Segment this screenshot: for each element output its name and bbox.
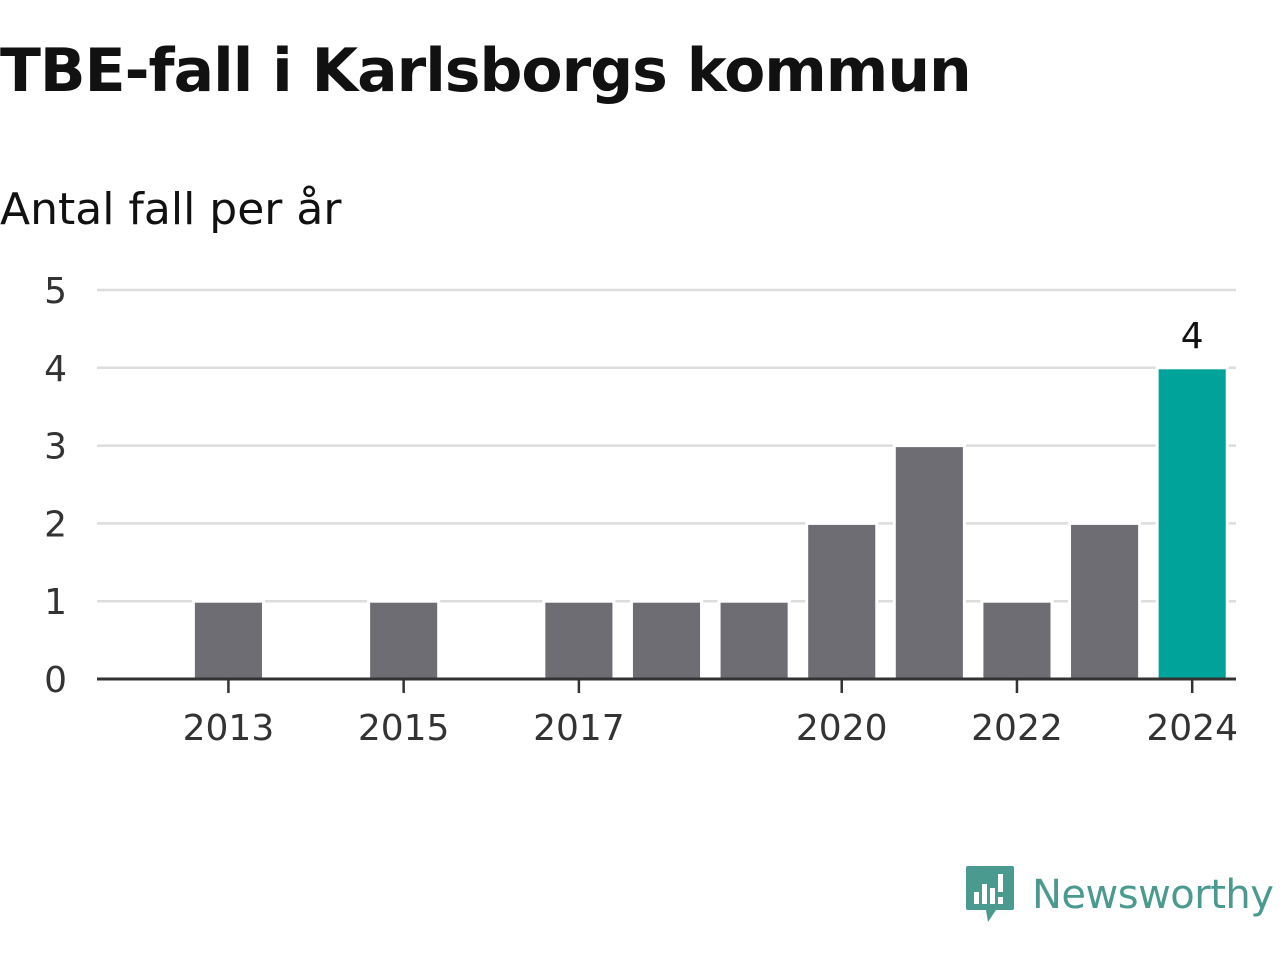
x-tick-label: 2022 [971, 708, 1063, 749]
x-tick-label: 2013 [183, 708, 275, 749]
y-tick-label: 4 [44, 349, 67, 390]
bar-2013 [191, 599, 265, 681]
x-tick-label: 2015 [358, 708, 450, 749]
chart-subtitle: Antal fall per år [0, 184, 342, 235]
annotations: 4 [1181, 316, 1204, 357]
y-tick-label: 5 [44, 271, 67, 312]
bar-2022 [980, 599, 1054, 681]
y-axis-labels: 0 1 2 3 4 5 [44, 271, 67, 701]
data-label: 4 [1181, 316, 1204, 357]
gridlines [97, 288, 1236, 603]
bar-2020 [805, 521, 879, 681]
brand-name: Newsworthy [1032, 872, 1274, 918]
x-tick-label: 2024 [1146, 708, 1238, 749]
bar-2024 [1155, 366, 1229, 681]
y-tick-label: 1 [44, 582, 67, 623]
bar-2015 [367, 599, 441, 681]
bar-2023 [1068, 521, 1142, 681]
newsworthy-logo: Newsworthy [964, 864, 1274, 926]
chart-title: TBE-fall i Karlsborgs kommun [0, 36, 972, 106]
bar-2017 [542, 599, 616, 681]
y-tick-label: 2 [44, 504, 67, 545]
x-axis [97, 677, 1236, 693]
x-axis-labels: 2013 2015 2017 2020 2022 2024 [183, 708, 1238, 749]
bar-2018 [629, 599, 704, 681]
y-tick-label: 0 [44, 660, 67, 701]
x-tick-label: 2017 [533, 708, 625, 749]
bars [191, 366, 1229, 681]
bar-2021 [892, 444, 966, 681]
newsworthy-logo-icon [966, 866, 1014, 922]
y-tick-label: 3 [44, 427, 67, 468]
bar-2019 [717, 599, 791, 681]
x-tick-label: 2020 [796, 708, 888, 749]
